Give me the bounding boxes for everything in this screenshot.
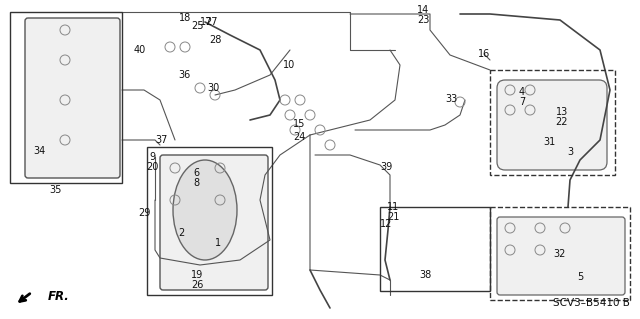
- FancyBboxPatch shape: [497, 80, 607, 170]
- Text: SCV3–B5410 B: SCV3–B5410 B: [553, 298, 630, 308]
- Text: 2: 2: [178, 228, 184, 238]
- Text: 4: 4: [519, 87, 525, 97]
- Text: 9: 9: [149, 152, 155, 162]
- Text: 15: 15: [293, 119, 305, 129]
- Text: 11: 11: [387, 202, 399, 212]
- Text: 37: 37: [155, 135, 167, 145]
- Text: 26: 26: [191, 280, 203, 290]
- Text: 30: 30: [207, 83, 219, 93]
- Text: 6: 6: [193, 168, 199, 178]
- FancyBboxPatch shape: [497, 217, 625, 295]
- Text: 29: 29: [138, 208, 150, 218]
- Text: 38: 38: [419, 270, 431, 280]
- Text: 24: 24: [293, 132, 305, 142]
- Text: 1: 1: [215, 238, 221, 248]
- Text: 14: 14: [417, 5, 429, 15]
- Text: 7: 7: [519, 97, 525, 107]
- Text: 18: 18: [179, 13, 191, 23]
- Text: 17: 17: [200, 17, 212, 27]
- Text: 12: 12: [380, 219, 392, 229]
- Text: FR.: FR.: [48, 291, 70, 303]
- Text: 34: 34: [33, 146, 45, 156]
- Text: 21: 21: [387, 212, 399, 222]
- Text: 22: 22: [556, 117, 568, 127]
- Text: 31: 31: [543, 137, 555, 147]
- Text: 5: 5: [577, 272, 583, 282]
- Text: 32: 32: [554, 249, 566, 259]
- Text: 16: 16: [478, 49, 490, 59]
- Text: 33: 33: [445, 94, 457, 104]
- Text: 23: 23: [417, 15, 429, 25]
- Text: 40: 40: [134, 45, 146, 55]
- Text: 35: 35: [49, 185, 61, 195]
- Ellipse shape: [173, 160, 237, 260]
- Text: 25: 25: [191, 21, 204, 31]
- Text: 39: 39: [380, 162, 392, 172]
- FancyBboxPatch shape: [160, 155, 268, 290]
- FancyBboxPatch shape: [25, 18, 120, 178]
- Text: 13: 13: [556, 107, 568, 117]
- Text: 20: 20: [146, 162, 158, 172]
- Text: 27: 27: [205, 17, 217, 27]
- Text: 28: 28: [209, 35, 221, 45]
- Text: 3: 3: [567, 147, 573, 157]
- Text: 19: 19: [191, 270, 203, 280]
- Text: 36: 36: [178, 70, 190, 80]
- Text: 10: 10: [283, 60, 295, 70]
- Text: 8: 8: [193, 178, 199, 188]
